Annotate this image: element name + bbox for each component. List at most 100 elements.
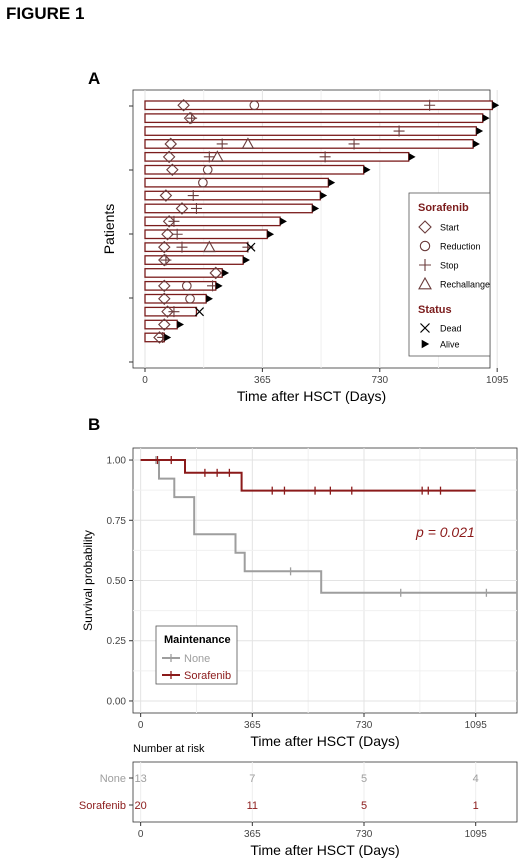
panel-b-ytick-label: 1.00 <box>107 456 127 467</box>
risk-table-xtick-label: 365 <box>244 829 261 840</box>
patient-row <box>144 202 320 215</box>
start-marker <box>164 137 178 151</box>
alive-marker <box>363 165 371 174</box>
panel-b-xtick-label: 365 <box>244 720 261 731</box>
start-marker <box>158 253 171 267</box>
dead-marker <box>246 242 256 252</box>
risk-table-row-label: Sorafenib <box>79 800 126 812</box>
risk-table-value: 13 <box>135 773 147 785</box>
start-marker <box>158 318 171 331</box>
legend-symbol-triangle <box>418 276 432 290</box>
stop-marker <box>187 190 199 202</box>
alive-marker <box>215 282 223 290</box>
alive-marker <box>222 269 230 277</box>
legend-label: Start <box>440 223 460 233</box>
risk-table-value: 5 <box>361 773 367 785</box>
alive-marker <box>267 230 275 239</box>
patient-row <box>144 292 213 306</box>
patient-row <box>144 189 328 202</box>
reduction-marker <box>198 177 208 188</box>
alive-marker <box>473 140 480 148</box>
panel-a-xtick-label: 0 <box>142 375 148 386</box>
km-curve <box>140 459 476 492</box>
panel-b-ytick-label: 0.75 <box>107 516 127 527</box>
p-value-annotation: p = 0.021 <box>415 524 475 540</box>
panel-b-xtick-label: 0 <box>138 720 144 731</box>
patient-bar <box>144 280 217 291</box>
stop-marker <box>393 125 405 137</box>
reduction-marker <box>202 164 213 175</box>
panel-b-label: B <box>88 415 100 434</box>
panel-a-ylabel: Patients <box>101 204 117 255</box>
patient-row <box>144 318 185 331</box>
start-marker <box>159 189 173 202</box>
patient-row <box>144 98 500 112</box>
start-marker <box>158 292 171 306</box>
patient-bar <box>144 293 207 304</box>
stop-marker <box>424 99 436 111</box>
legend-label: Stop <box>440 261 459 271</box>
panel-b-ylabel: Survival probability <box>81 530 95 631</box>
patient-row <box>144 266 230 280</box>
alive-marker <box>312 204 320 213</box>
patient-row <box>144 331 172 344</box>
patient-row <box>144 240 256 254</box>
risk-table-value: 20 <box>135 800 147 812</box>
patient-bar <box>144 229 268 240</box>
risk-table-frame <box>132 761 518 823</box>
stop-marker <box>203 151 215 163</box>
patient-row <box>144 253 250 267</box>
panel-b-xlabel: Time after HSCT (Days) <box>250 733 399 749</box>
patient-row <box>144 215 287 228</box>
reduction-marker <box>185 293 195 304</box>
panel-a-xtick-label: 1095 <box>486 375 509 386</box>
panel-a-legend: Sorafenib Start Reduction Stop Rechallange St… <box>408 192 491 357</box>
stop-marker <box>171 228 183 240</box>
start-marker <box>166 163 179 177</box>
legend-symbol-diamond <box>418 220 432 234</box>
start-marker <box>158 240 171 254</box>
risk-table-value: 4 <box>473 773 479 785</box>
legend-label: Alive <box>440 340 460 350</box>
legend-label: None <box>184 653 210 665</box>
legend-label: Sorafenib <box>184 670 231 682</box>
patient-row <box>144 150 416 164</box>
panel-b-xtick-label: 730 <box>356 720 373 731</box>
start-marker <box>209 266 223 280</box>
panel-b-ytick-label: 0.25 <box>107 636 127 647</box>
alive-marker <box>476 127 484 135</box>
panel-a-xlabel: Time after HSCT (Days) <box>237 388 386 404</box>
km-curve <box>140 459 517 594</box>
risk-table-value: 7 <box>249 773 255 785</box>
panel-a-xtick-label: 365 <box>254 375 271 386</box>
panel-b-ytick-label: 0.50 <box>107 576 127 587</box>
km-series-sorafenib <box>140 456 476 495</box>
alive-marker <box>492 101 500 110</box>
start-marker <box>162 150 176 164</box>
risk-table-xlabel: Time after HSCT (Days) <box>250 842 399 858</box>
patient-bar <box>144 100 494 111</box>
stop-marker <box>168 306 180 318</box>
alive-marker <box>164 333 172 342</box>
alive-marker <box>206 294 213 303</box>
start-marker <box>183 111 197 125</box>
stop-marker <box>160 254 172 266</box>
legend-symbol-circle <box>419 240 431 252</box>
start-marker <box>161 227 174 241</box>
legend-title-maintenance: Maintenance <box>164 634 231 646</box>
risk-table-xtick-label: 0 <box>138 829 144 840</box>
stop-marker <box>348 138 360 150</box>
panel-b-plot: 0 365 730 1095 0.00 0.25 0.50 0.75 1.00 Time afte… <box>81 447 518 749</box>
stop-marker <box>190 202 202 214</box>
stop-marker <box>216 138 228 150</box>
alive-marker <box>280 217 287 226</box>
start-marker <box>175 202 189 215</box>
patient-bar <box>144 177 329 188</box>
stop-marker <box>186 112 198 124</box>
risk-table-title: Number at risk <box>133 743 205 755</box>
legend-symbol-plus <box>419 259 431 271</box>
risk-table-value: 5 <box>361 800 367 812</box>
start-marker <box>162 215 176 228</box>
figure-title: FIGURE 1 <box>6 4 85 23</box>
